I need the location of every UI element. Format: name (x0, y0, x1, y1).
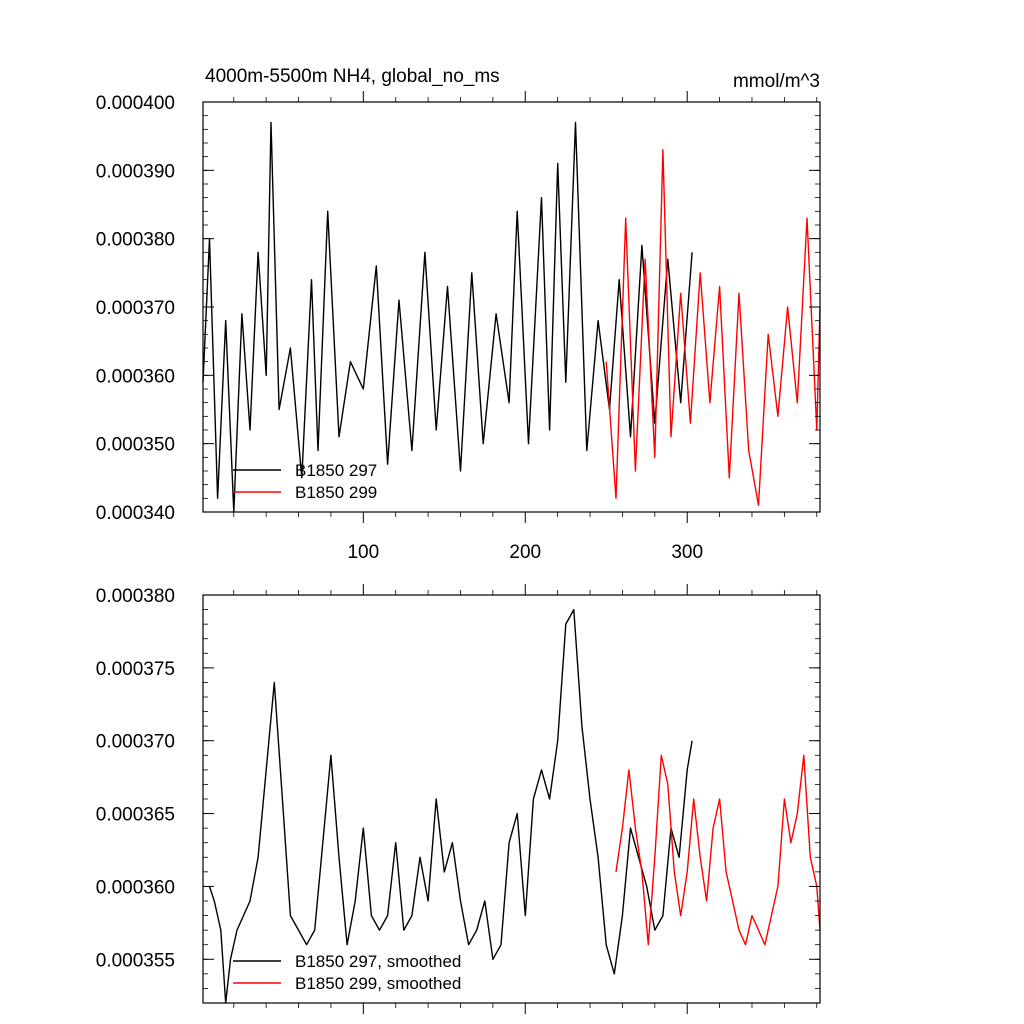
y-tick-label: 0.000360 (96, 366, 175, 387)
chart-title: 4000m-5500m NH4, global_no_ms (205, 66, 500, 87)
y-tick-label: 0.000380 (96, 586, 175, 607)
y-tick-label: 0.000380 (96, 230, 175, 251)
legend-label: B1850 299, smoothed (295, 974, 461, 993)
y-tick-label: 0.000365 (96, 805, 175, 826)
x-tick-label: 100 (347, 542, 379, 563)
top-panel: 0.000340 0.000350 0.000360 0.000370 0.000380… (96, 66, 821, 563)
legend-label: B1850 299 (295, 483, 377, 502)
legend-label: B1850 297, smoothed (295, 952, 461, 971)
y-tick-label: 0.000340 (96, 503, 175, 524)
x-tick-label: 200 (509, 542, 541, 563)
series-line-1 (202, 121, 693, 513)
legend-label: B1850 297 (295, 461, 377, 480)
series-line-2 (605, 149, 821, 506)
y-tick-label: 0.000400 (96, 93, 175, 114)
series-line-1 (208, 608, 693, 1004)
x-tick-label: 300 (671, 542, 703, 563)
y-tick-label: 0.000375 (96, 659, 175, 680)
y-tick-label: 0.000360 (96, 877, 175, 898)
bottom-panel: 0.000355 0.000360 0.000365 0.000370 0.000375… (96, 584, 821, 1014)
y-tick-label: 0.000370 (96, 298, 175, 319)
y-tick-label: 0.000355 (96, 950, 175, 971)
y-tick-label: 0.000390 (96, 161, 175, 182)
series-line-2 (615, 754, 821, 946)
units-label: mmol/m^3 (733, 71, 820, 92)
plot-frame (202, 594, 821, 1004)
y-tick-label: 0.000350 (96, 435, 175, 456)
y-tick-label: 0.000370 (96, 732, 175, 753)
